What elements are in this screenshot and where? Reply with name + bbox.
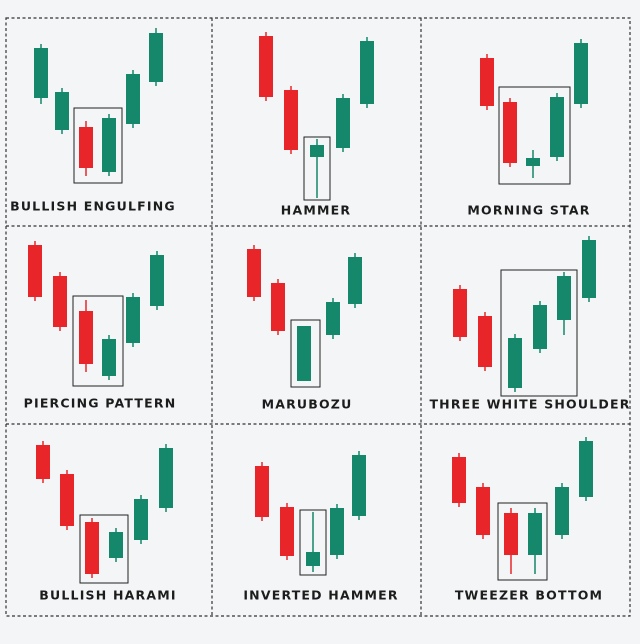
pattern-label: PIERCING PATTERN (24, 396, 177, 411)
pattern-box (498, 86, 571, 185)
candle-body (326, 302, 340, 335)
candle-body (528, 513, 542, 555)
candle-body (126, 74, 140, 124)
pattern-label: HAMMER (281, 203, 351, 218)
candle-body (348, 257, 362, 304)
candle-body (352, 455, 366, 516)
candle-body (109, 532, 123, 558)
candle-body (297, 326, 311, 381)
pattern-label: THREE WHITE SHOULDER (429, 397, 630, 412)
pattern-box (299, 509, 327, 576)
pattern-label: MORNING STAR (467, 203, 590, 218)
candle-body (336, 98, 350, 148)
candle-body (53, 276, 67, 327)
candle-body (306, 552, 320, 566)
candle-body (34, 48, 48, 98)
candle-body (550, 97, 564, 157)
candle-body (480, 58, 494, 106)
candle-body (557, 276, 571, 320)
candle-body (579, 441, 593, 497)
panel-grid (5, 17, 631, 617)
candle-body (582, 240, 596, 298)
candle-body (476, 487, 490, 535)
candle-body (280, 507, 294, 556)
candle-body (360, 41, 374, 104)
pattern-box (79, 514, 129, 584)
candle-body (503, 102, 517, 163)
candle-body (85, 522, 99, 574)
candle-body (60, 474, 74, 526)
candle-body (126, 297, 140, 343)
candle-body (36, 445, 50, 479)
pattern-label: BULLISH HARAMI (39, 588, 176, 603)
candle-body (453, 289, 467, 337)
candle-body (79, 311, 93, 364)
candle-body (79, 127, 93, 168)
candle-body (284, 90, 298, 150)
candle-body (55, 92, 69, 130)
candle-body (150, 255, 164, 306)
pattern-box (497, 502, 548, 581)
pattern-box (73, 107, 123, 184)
candle-body (574, 43, 588, 104)
pattern-box (72, 295, 124, 387)
candle-body (102, 339, 116, 376)
pattern-label: MARUBOZU (262, 397, 353, 412)
candle-body (102, 118, 116, 172)
pattern-box (303, 136, 331, 201)
candle-body (555, 487, 569, 535)
candle-body (504, 513, 518, 555)
candle-body (330, 508, 344, 555)
grid-border (5, 17, 631, 617)
candle-body (452, 457, 466, 503)
candle-body (271, 283, 285, 331)
pattern-box (500, 269, 578, 397)
pattern-label: INVERTED HAMMER (243, 588, 398, 603)
candle-body (310, 145, 324, 157)
candle-body (508, 338, 522, 388)
candle-body (478, 316, 492, 367)
candle-body (149, 33, 163, 82)
candle-body (533, 305, 547, 349)
candle-body (247, 249, 261, 297)
candle-body (28, 245, 42, 297)
pattern-box (290, 319, 321, 388)
pattern-label: BULLISH ENGULFING (10, 199, 176, 214)
candle-body (159, 448, 173, 508)
pattern-label: TWEEZER BOTTOM (455, 588, 603, 603)
candle-body (526, 158, 540, 166)
candle-body (259, 36, 273, 97)
candle-body (134, 499, 148, 540)
candle-body (255, 466, 269, 517)
